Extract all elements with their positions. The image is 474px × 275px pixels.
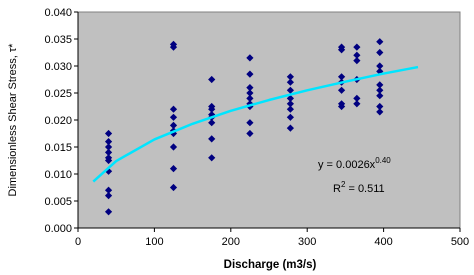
data-point	[376, 108, 384, 116]
data-point	[337, 46, 346, 54]
r-squared-value: = 0.511	[345, 183, 384, 195]
data-point	[104, 129, 113, 138]
data-point	[376, 92, 384, 100]
x-tick-label: 300	[298, 236, 316, 248]
data-point	[208, 154, 216, 162]
x-tick-label: 100	[145, 236, 163, 248]
y-axis-title: Dimensionless Shear Stress, τ*	[7, 43, 19, 197]
data-point	[104, 138, 113, 146]
x-tick-label: 400	[374, 236, 392, 248]
data-point	[246, 84, 254, 92]
equation-exponent: 0.40	[375, 156, 391, 165]
y-tick-label: 0.010	[44, 169, 72, 181]
data-point	[353, 100, 361, 108]
data-point	[169, 105, 178, 113]
data-point	[246, 119, 254, 127]
y-tick-label: 0.000	[44, 223, 72, 235]
data-point	[353, 43, 361, 51]
data-point	[286, 105, 294, 113]
y-tick-label: 0.035	[44, 34, 72, 46]
data-point	[169, 143, 178, 151]
data-point	[286, 113, 294, 121]
y-tick-label: 0.040	[44, 7, 72, 19]
data-point	[169, 165, 178, 173]
r-squared-base: R	[333, 183, 341, 195]
data-point	[104, 208, 113, 216]
data-point	[353, 94, 361, 102]
data-point	[208, 105, 216, 113]
data-point	[376, 81, 384, 89]
data-point	[376, 48, 384, 57]
data-point	[286, 94, 294, 102]
data-point	[376, 67, 384, 75]
data-point	[337, 102, 346, 111]
y-tick-label: 0.030	[44, 61, 72, 73]
data-point	[169, 43, 178, 51]
plot-area	[77, 11, 461, 229]
y-tick-label: 0.005	[44, 196, 72, 208]
data-point	[246, 129, 254, 138]
data-point	[376, 86, 384, 94]
data-point	[169, 113, 178, 121]
data-point	[337, 73, 346, 81]
data-point	[376, 38, 384, 46]
y-tick-label: 0.025	[44, 88, 72, 100]
data-point	[208, 75, 216, 84]
data-point	[246, 89, 254, 97]
data-point	[169, 183, 178, 192]
trendline	[92, 65, 419, 183]
equation-base: y = 0.0026x	[318, 159, 376, 171]
data-point	[104, 156, 113, 165]
x-tick-label: 200	[222, 236, 240, 248]
y-tick-label: 0.020	[44, 115, 72, 127]
data-point	[104, 186, 113, 194]
data-point	[376, 102, 384, 111]
data-point	[286, 124, 294, 132]
data-point	[246, 70, 254, 78]
data-point	[246, 94, 254, 102]
data-point	[169, 121, 178, 129]
data-point	[286, 73, 294, 81]
x-axis-title: Discharge (m3/s)	[224, 259, 317, 271]
x-tick-label: 500	[451, 236, 469, 248]
data-point	[286, 86, 294, 94]
data-point	[286, 78, 294, 86]
r-squared: R2 = 0.511	[333, 180, 385, 195]
equation: y = 0.0026x0.40	[318, 156, 391, 171]
data-point	[246, 54, 254, 62]
data-point	[353, 51, 361, 59]
data-point	[376, 62, 384, 70]
y-tick-label: 0.015	[44, 142, 72, 154]
data-point	[104, 148, 113, 156]
data-point	[104, 192, 113, 200]
data-point	[286, 100, 294, 108]
x-tick-label: 0	[75, 236, 81, 248]
data-point	[208, 119, 216, 127]
data-point	[208, 135, 216, 143]
data-point	[353, 57, 361, 65]
data-point	[337, 86, 346, 94]
data-point	[104, 143, 113, 151]
r-squared-exponent: 2	[341, 180, 346, 189]
